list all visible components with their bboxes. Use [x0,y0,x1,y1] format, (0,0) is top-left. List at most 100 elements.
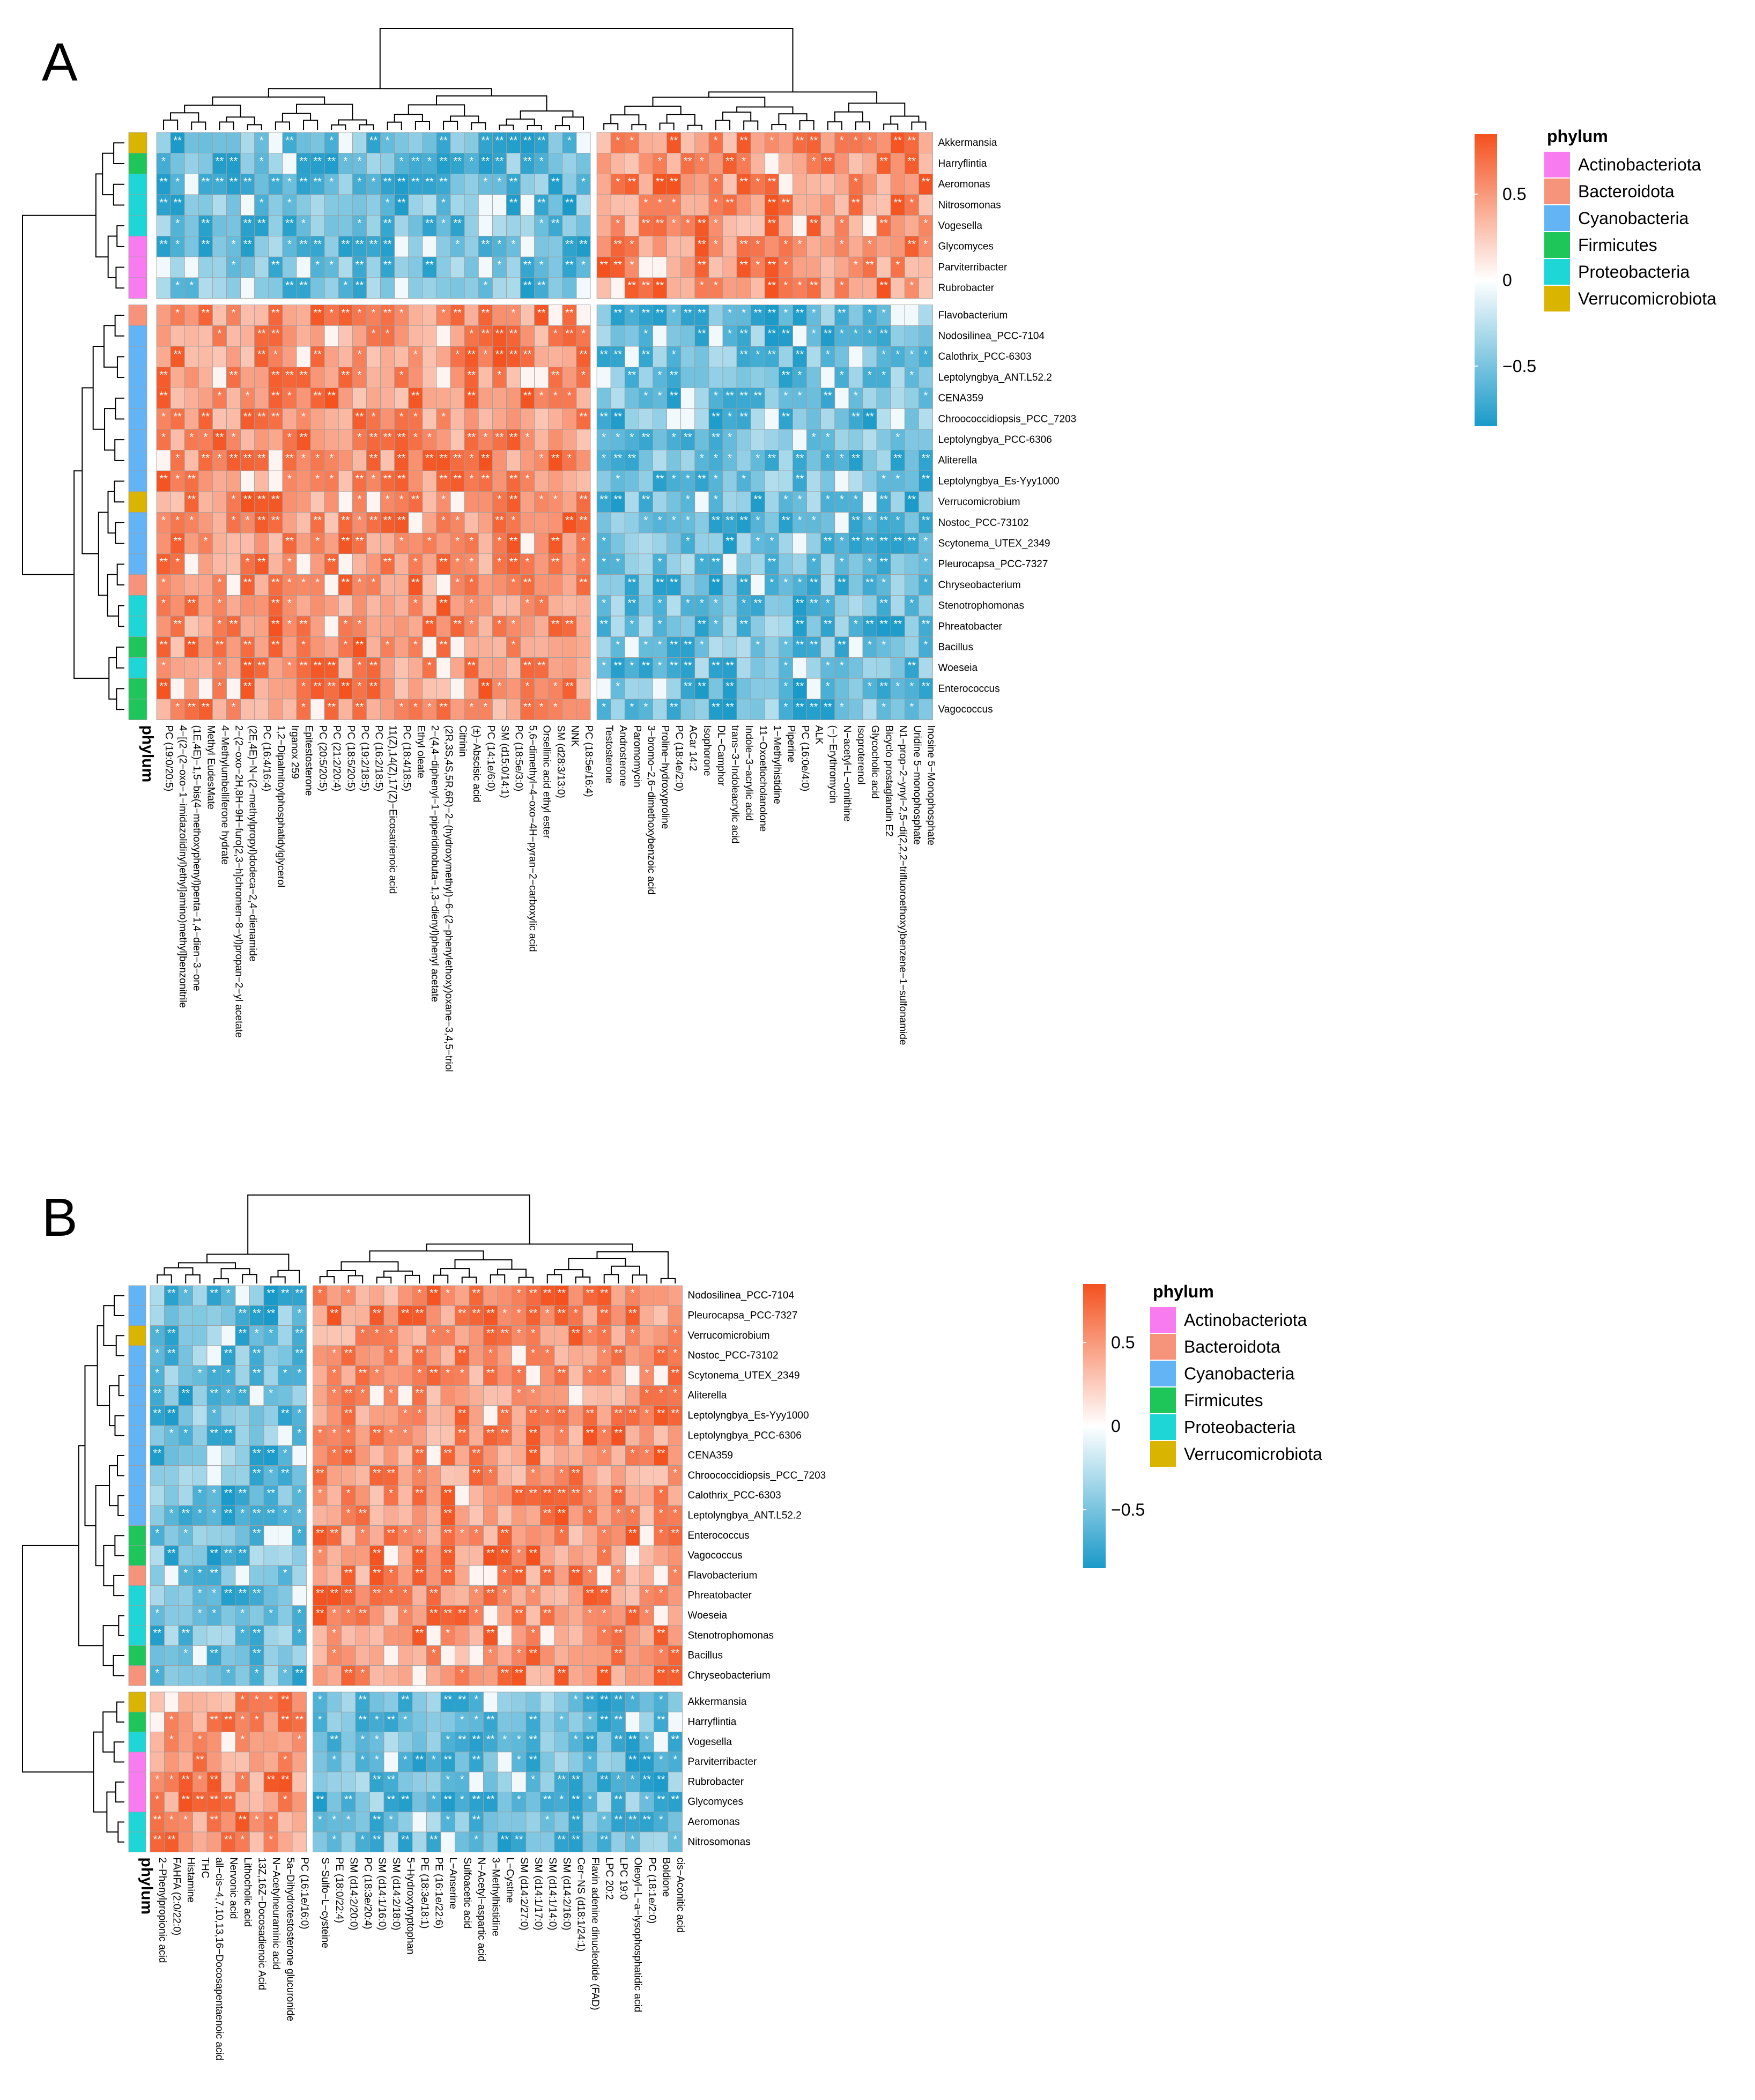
heatmap-cell [352,636,367,658]
heatmap-cell [611,1665,626,1686]
significance-mark: * [673,1387,677,1399]
significance-mark: ** [467,660,476,672]
heatmap-cell [548,277,563,299]
significance-mark: ** [515,1667,523,1679]
significance-mark: * [714,473,718,485]
phylum-cell [128,305,147,326]
heatmap-cell [548,470,563,492]
heatmap-cell [383,1752,398,1772]
significance-mark: ** [411,577,420,589]
significance-mark: * [644,639,648,651]
significance-mark: ** [698,218,706,229]
significance-mark: * [567,390,572,402]
heatmap-cell [398,1505,413,1526]
significance-mark: ** [243,494,252,506]
significance-mark: ** [725,515,734,526]
column-label: PC (18:5e/3:0) [513,725,524,792]
heatmap-cell [341,1752,356,1772]
heatmap-cell [282,153,297,174]
heatmap-cell [624,346,639,368]
significance-mark: ** [159,176,168,188]
significance-mark: ** [482,473,490,485]
significance-mark: ** [796,473,804,485]
heatmap-cell [667,615,682,637]
column-label: Epitestosterone [303,725,314,796]
heatmap-cell [394,194,409,216]
heatmap-cell [198,615,213,637]
heatmap-cell [412,1771,427,1792]
heatmap-cell [722,491,737,513]
significance-mark: * [358,577,362,589]
significance-mark: ** [824,701,832,713]
heatmap-cell [848,553,863,575]
heatmap-cell [178,1585,193,1606]
heatmap-cell [235,1665,250,1686]
heatmap-cell [596,512,611,533]
row-label: Aliterella [688,1390,727,1401]
significance-mark: * [198,1488,202,1500]
heatmap-cell [398,1325,413,1346]
heatmap-cell [338,256,353,278]
heatmap-cell [380,194,395,216]
significance-mark: ** [543,1794,552,1806]
heatmap-cell [150,1465,165,1486]
significance-mark: * [226,1288,231,1300]
heatmap-cell [540,1545,555,1566]
significance-mark: ** [586,1694,594,1706]
significance-mark: ** [551,556,560,568]
significance-mark: * [686,473,690,485]
heatmap-cells: ****************************************… [150,1285,683,1852]
heatmap-cell [192,1812,208,1832]
heatmap-cell [492,388,507,409]
heatmap-cell [624,153,639,174]
significance-mark: ** [356,280,364,292]
significance-mark: * [446,1327,450,1339]
heatmap-cell [226,636,241,658]
heatmap-cell [422,277,437,299]
significance-mark: ** [768,259,776,271]
heatmap-cell [436,408,451,430]
heatmap-cell [263,1405,278,1426]
significance-mark: * [301,680,306,692]
heatmap-cell [667,173,682,195]
significance-mark: ** [173,536,182,547]
heatmap-cell [464,512,479,533]
significance-mark: ** [397,473,406,485]
heatmap-cell [890,236,905,257]
significance-mark: ** [671,1667,679,1679]
heatmap-cell [540,1752,555,1772]
heatmap-cell [492,256,507,278]
significance-mark: ** [537,660,546,672]
heatmap-cell [355,1771,370,1792]
heatmap-cell [440,1385,455,1406]
significance-mark: ** [628,176,636,188]
significance-mark: ** [671,1407,679,1419]
significance-mark: ** [739,135,748,146]
heatmap-cell [156,215,171,236]
heatmap-cell [904,636,919,658]
significance-mark: * [882,639,886,651]
heatmap-cell [338,388,353,409]
heatmap-cell [366,277,381,299]
significance-mark: ** [181,1508,190,1519]
significance-mark: ** [173,348,182,360]
significance-mark: ** [768,556,776,568]
significance-mark: ** [397,197,406,209]
heatmap-cell [610,470,625,492]
significance-mark: * [659,1814,663,1826]
significance-mark: * [372,328,376,340]
heatmap-cell [338,215,353,236]
heatmap-cell [540,1665,555,1686]
heatmap-cell [296,636,311,658]
significance-mark: ** [439,135,448,146]
heatmap-cell [764,574,779,596]
heatmap-cell [568,1545,583,1566]
heatmap-cell [624,194,639,216]
heatmap-cell [848,153,863,174]
heatmap-cell [192,1625,208,1646]
heatmap-cell [422,173,437,195]
heatmap-cell [170,491,185,513]
heatmap-cell [596,132,611,154]
heatmap-cell [597,1485,612,1506]
heatmap-cell [226,215,241,236]
